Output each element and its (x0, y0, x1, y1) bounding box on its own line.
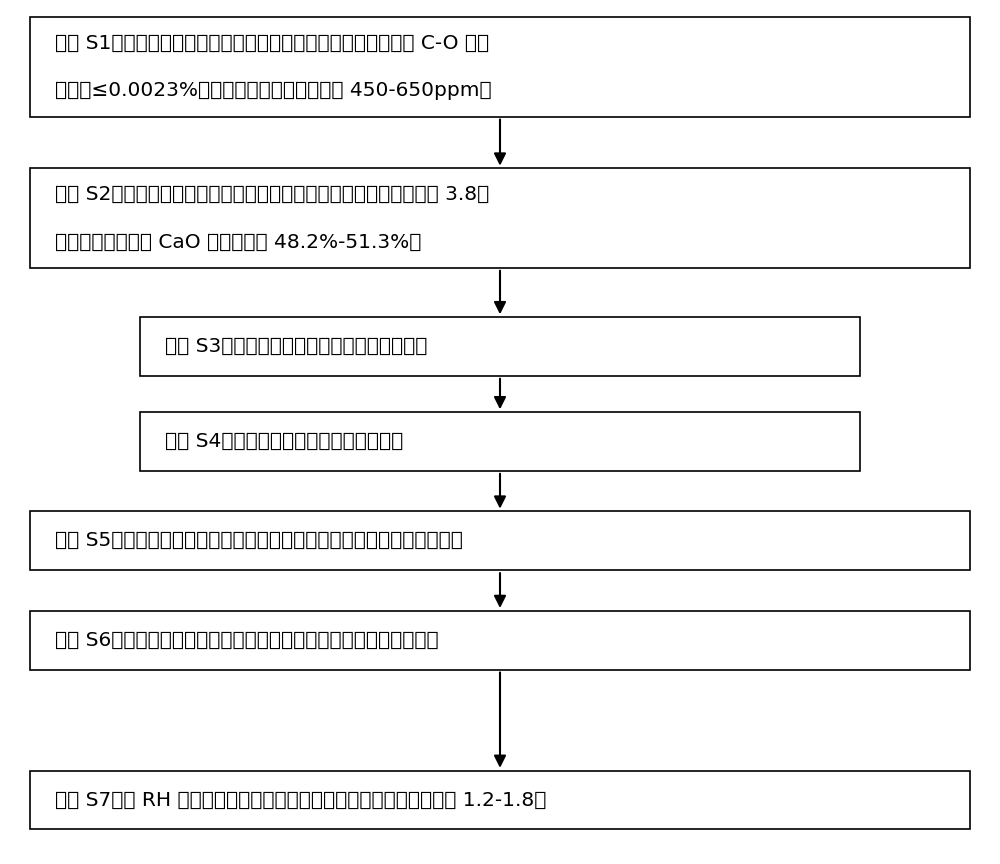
Bar (30, 611, 970, 670)
Bar (30, 17, 970, 117)
Text: 在平均≤0.0023%，将转炉终点氧活度控制在 450-650ppm；: 在平均≤0.0023%，将转炉终点氧活度控制在 450-650ppm； (55, 81, 492, 100)
Text: 将所述转炉终渣的 CaO 含量控制在 48.2%-51.3%；: 将所述转炉终渣的 CaO 含量控制在 48.2%-51.3%； (55, 232, 421, 251)
Text: 步骤 S4：对汽车板钢包粘渣量进行控制；: 步骤 S4：对汽车板钢包粘渣量进行控制； (165, 432, 403, 451)
Bar (30, 511, 970, 570)
Bar (30, 168, 970, 268)
Bar (140, 412, 860, 471)
Text: 步骤 S7：对 RH 结束取渣样操作进行控制，将汽车板钢包顶渣钙铝比 1.2-1.8。: 步骤 S7：对 RH 结束取渣样操作进行控制，将汽车板钢包顶渣钙铝比 1.2-1… (55, 791, 546, 810)
Bar (140, 317, 860, 376)
Text: 步骤 S2：对转炉终渣碱度进行控制，将副枪模型设定目标碱度控制在 3.8，: 步骤 S2：对转炉终渣碱度进行控制，将副枪模型设定目标碱度控制在 3.8， (55, 185, 489, 204)
Text: 步骤 S6：对汽车板钢包底吹流量大小及底吹气体关闭时机进行控制；: 步骤 S6：对汽车板钢包底吹流量大小及底吹气体关闭时机进行控制； (55, 631, 439, 650)
Text: 步骤 S3：对所述转炉的出钢下渣量进行控制；: 步骤 S3：对所述转炉的出钢下渣量进行控制； (165, 337, 427, 356)
Bar (30, 771, 970, 829)
Text: 步骤 S1：对转炉终点氧活度进行控制，将所述转炉全炉役碳氧积 C-O 控制: 步骤 S1：对转炉终点氧活度进行控制，将所述转炉全炉役碳氧积 C-O 控制 (55, 34, 489, 53)
Text: 步骤 S5：对汽车板钢包顶渣改质剂料种、加入量以及加入方式进行控制；: 步骤 S5：对汽车板钢包顶渣改质剂料种、加入量以及加入方式进行控制； (55, 531, 463, 550)
